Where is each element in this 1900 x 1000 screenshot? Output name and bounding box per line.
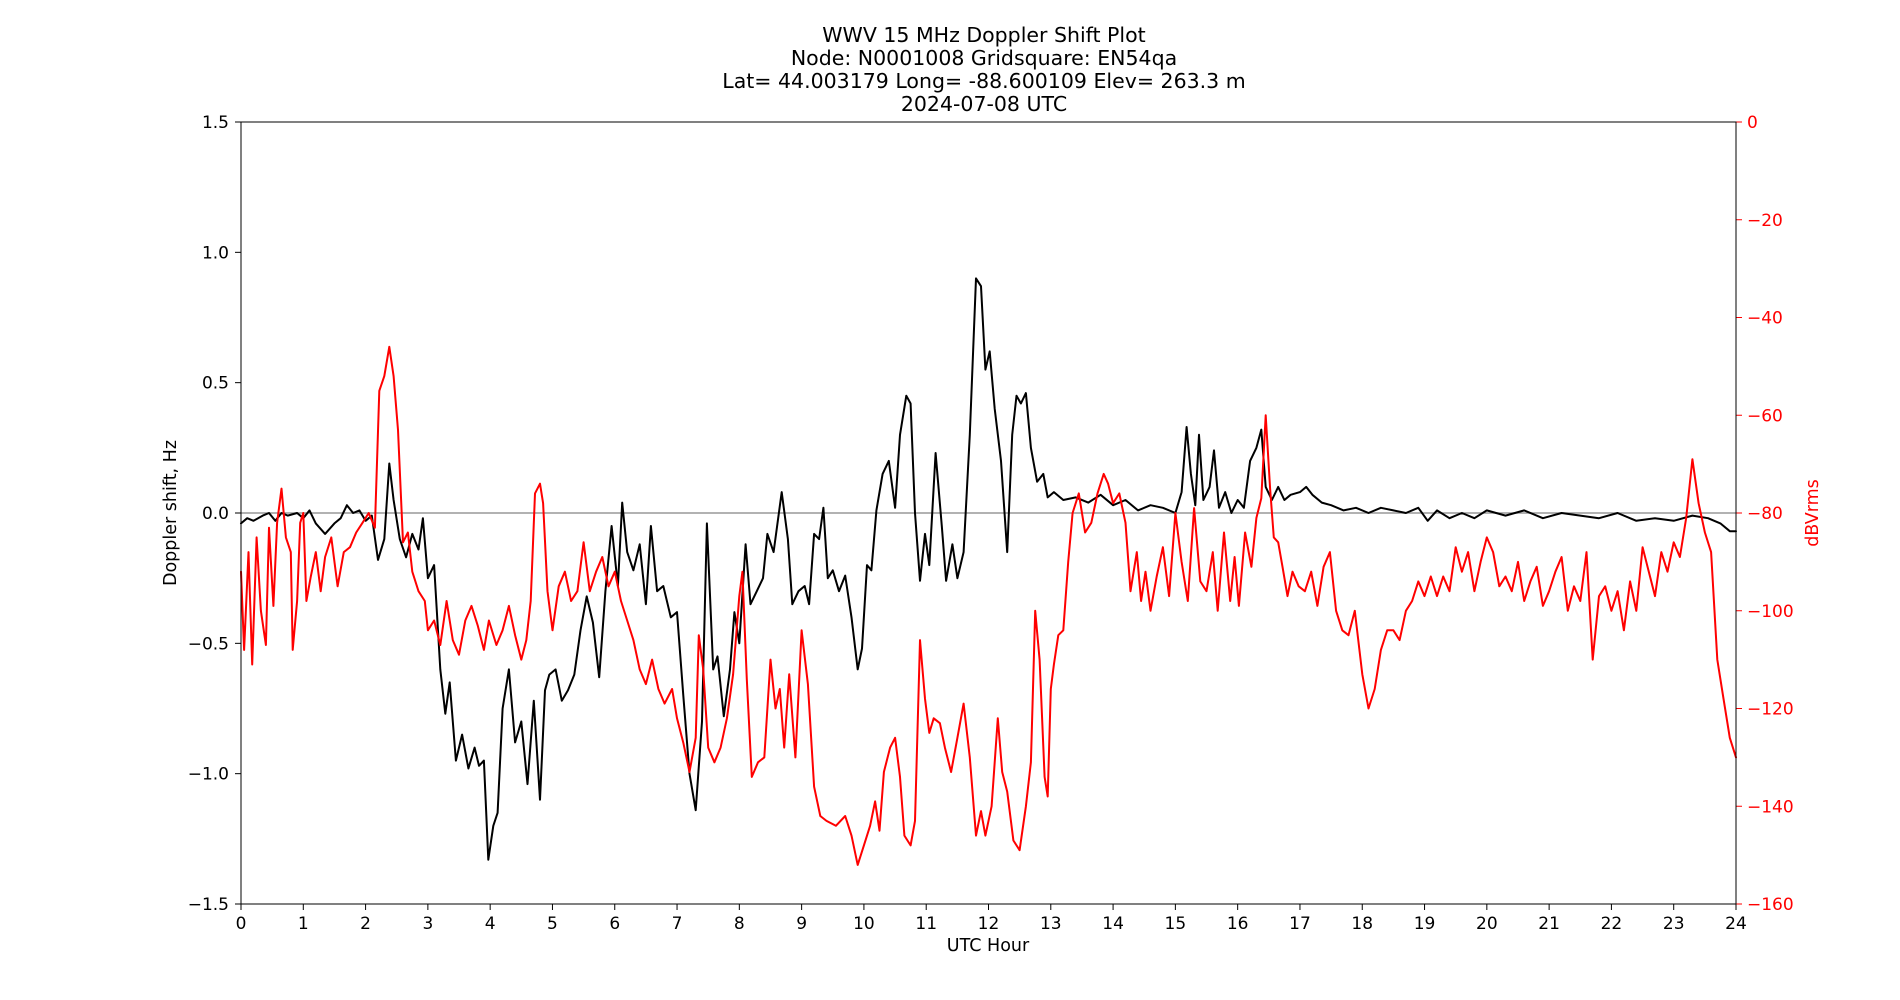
y-tick-label-right: −20 bbox=[1747, 211, 1783, 231]
y-tick-label-left: 1.0 bbox=[202, 243, 229, 263]
x-tick-label: 18 bbox=[1351, 914, 1373, 934]
y-tick-label-right: −160 bbox=[1747, 895, 1794, 915]
x-tick-label: 16 bbox=[1227, 914, 1249, 934]
title-line-1: WWV 15 MHz Doppler Shift Plot bbox=[822, 23, 1145, 47]
x-tick-label: 5 bbox=[547, 914, 558, 934]
x-tick-label: 12 bbox=[978, 914, 1000, 934]
doppler-shift-line bbox=[240, 277, 1737, 861]
title-line-4: 2024-07-08 UTC bbox=[901, 92, 1067, 116]
y-tick-label-right: −100 bbox=[1747, 602, 1794, 622]
y-tick-label-right: −60 bbox=[1747, 406, 1783, 426]
y-tick-label-right: −140 bbox=[1747, 797, 1794, 817]
x-tick-label: 7 bbox=[672, 914, 683, 934]
axis-ticks: 0 1 2 3 4 5 6 7 8 9 10 11 12 13 14 15 16 17 18 19 20 21 22 23 24… bbox=[188, 113, 1794, 934]
x-tick-label: 19 bbox=[1414, 914, 1436, 934]
chart-title: WWV 15 MHz Doppler Shift Plot Node: N000… bbox=[722, 23, 1245, 116]
plot-area bbox=[240, 277, 1737, 866]
plot-frame bbox=[240, 121, 1737, 905]
y-tick-label-left: −1.0 bbox=[188, 765, 229, 785]
x-tick-label: 11 bbox=[915, 914, 937, 934]
x-tick-label: 13 bbox=[1040, 914, 1062, 934]
x-tick-label: 20 bbox=[1476, 914, 1498, 934]
x-tick-label: 9 bbox=[796, 914, 807, 934]
x-tick-label: 8 bbox=[734, 914, 745, 934]
x-tick-label: 21 bbox=[1538, 914, 1560, 934]
y-tick-label-right: −120 bbox=[1747, 700, 1794, 720]
y-tick-label-left: 1.5 bbox=[202, 113, 229, 133]
x-tick-label: 17 bbox=[1289, 914, 1311, 934]
x-axis-label: UTC Hour bbox=[947, 936, 1030, 956]
x-tick-label: 1 bbox=[298, 914, 309, 934]
signal-level-line bbox=[240, 345, 1737, 866]
x-tick-label: 3 bbox=[422, 914, 433, 934]
x-tick-label: 6 bbox=[609, 914, 620, 934]
x-tick-label: 2 bbox=[360, 914, 371, 934]
x-tick-label: 23 bbox=[1663, 914, 1685, 934]
x-tick-label: 15 bbox=[1165, 914, 1187, 934]
y-tick-label-right: 0 bbox=[1747, 113, 1758, 133]
x-tick-label: 4 bbox=[485, 914, 496, 934]
x-tick-label: 10 bbox=[853, 914, 875, 934]
title-line-3: Lat= 44.003179 Long= -88.600109 Elev= 26… bbox=[722, 69, 1245, 93]
title-line-2: Node: N0001008 Gridsquare: EN54qa bbox=[791, 46, 1177, 70]
x-tick-label: 14 bbox=[1102, 914, 1124, 934]
x-tick-label: 0 bbox=[236, 914, 247, 934]
x-tick-label: 24 bbox=[1725, 914, 1747, 934]
y-tick-label-left: −0.5 bbox=[188, 634, 229, 654]
y-axis-label-left: Doppler shift, Hz bbox=[161, 440, 181, 586]
y-tick-label-left: −1.5 bbox=[188, 895, 229, 915]
y-axis-label-right: dBVrms bbox=[1803, 479, 1823, 547]
y-tick-label-left: 0.5 bbox=[202, 374, 229, 394]
y-tick-label-right: −80 bbox=[1747, 504, 1783, 524]
x-tick-label: 22 bbox=[1601, 914, 1623, 934]
y-tick-label-right: −40 bbox=[1747, 309, 1783, 329]
y-tick-label-left: 0.0 bbox=[202, 504, 229, 524]
